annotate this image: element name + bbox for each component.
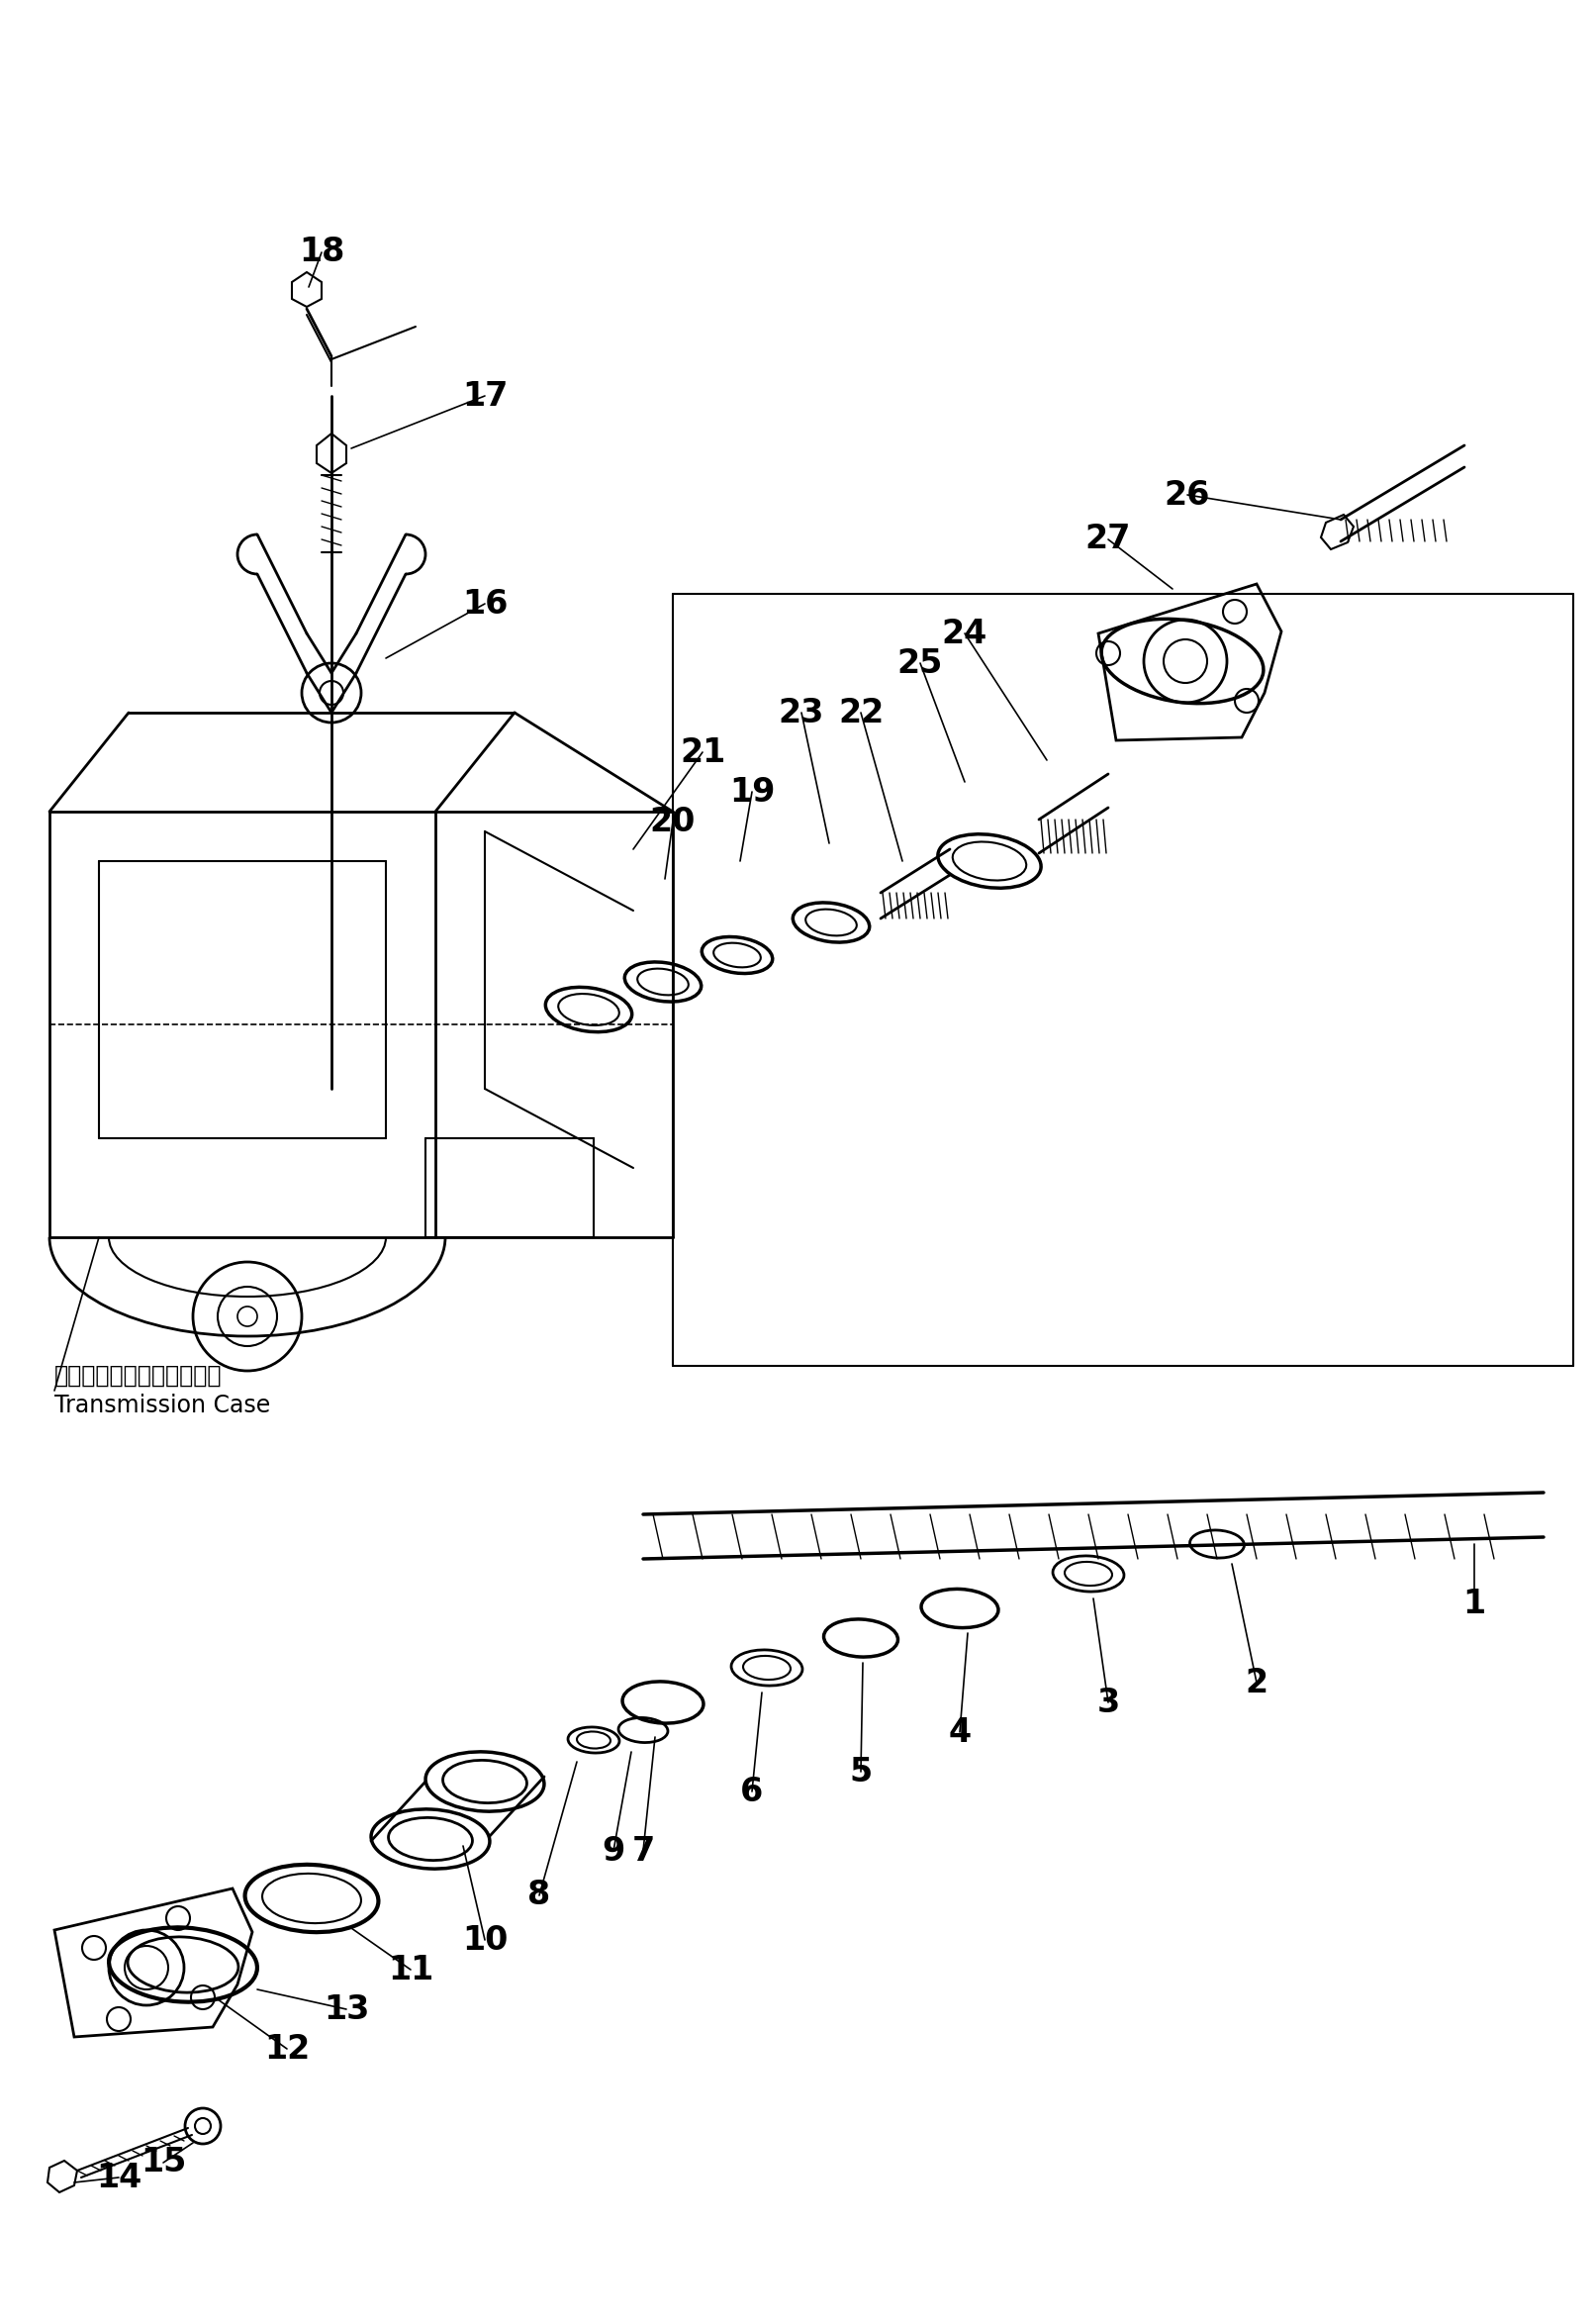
- Text: 23: 23: [779, 697, 825, 729]
- Text: 22: 22: [838, 697, 884, 729]
- Text: 10: 10: [461, 1923, 508, 1955]
- Text: Transmission Case: Transmission Case: [54, 1393, 270, 1416]
- Text: 25: 25: [897, 648, 943, 680]
- Text: 3: 3: [1096, 1686, 1120, 1718]
- Text: 24: 24: [942, 618, 988, 650]
- Text: 1: 1: [1464, 1588, 1486, 1621]
- Text: 18: 18: [298, 237, 345, 269]
- Text: 19: 19: [729, 776, 776, 808]
- Text: 15: 15: [140, 2146, 187, 2178]
- Text: 8: 8: [528, 1878, 551, 1911]
- Text: 9: 9: [602, 1834, 626, 1867]
- Text: 17: 17: [461, 378, 508, 413]
- Text: 21: 21: [680, 736, 726, 769]
- Text: 26: 26: [1165, 478, 1210, 511]
- Text: 4: 4: [948, 1716, 972, 1748]
- Text: 6: 6: [741, 1774, 763, 1809]
- Text: 12: 12: [263, 2032, 310, 2064]
- Text: 11: 11: [388, 1953, 434, 1985]
- Text: 2: 2: [1245, 1667, 1269, 1700]
- Text: 5: 5: [849, 1755, 873, 1788]
- Text: 13: 13: [324, 1992, 369, 2025]
- Text: トランスミッションケース: トランスミッションケース: [54, 1363, 222, 1389]
- Text: 7: 7: [632, 1834, 654, 1867]
- Text: 20: 20: [650, 806, 696, 838]
- Text: 14: 14: [96, 2162, 142, 2194]
- Text: 16: 16: [461, 587, 508, 620]
- Text: 27: 27: [1085, 522, 1132, 555]
